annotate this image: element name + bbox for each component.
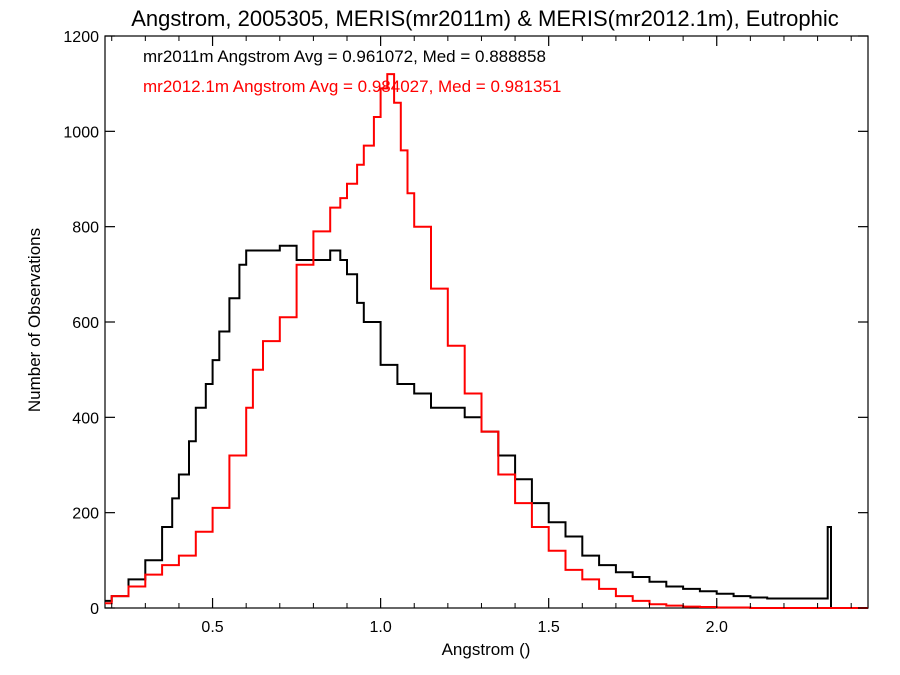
y-axis: 0 200 400 600 800 1000 1200 bbox=[63, 29, 868, 618]
plot-frame bbox=[104, 35, 869, 609]
series-line-0 bbox=[105, 244, 835, 609]
y-tick-label-0: 0 bbox=[90, 601, 99, 618]
legend-entry-mr2012-1m: mr2012.1m Angstrom Avg = 0.984027, Med =… bbox=[143, 77, 561, 96]
series-layer bbox=[105, 73, 868, 609]
y-tick-label-5: 1000 bbox=[63, 124, 99, 141]
x-tick-label-0: 0.5 bbox=[201, 619, 223, 636]
y-tick-label-1: 200 bbox=[72, 506, 99, 523]
x-axis: 0.5 1.0 1.5 2.0 bbox=[111, 36, 852, 636]
series-line-1 bbox=[105, 73, 868, 609]
y-tick-label-4: 800 bbox=[72, 220, 99, 237]
plot-area-border bbox=[104, 35, 869, 609]
y-axis-label: Number of Observations bbox=[25, 228, 44, 412]
x-tick-label-2: 1.5 bbox=[538, 619, 560, 636]
y-tick-label-6: 1200 bbox=[63, 29, 99, 46]
x-axis-label: Angstrom () bbox=[442, 640, 531, 659]
y-tick-label-3: 600 bbox=[72, 315, 99, 332]
x-tick-label-1: 1.0 bbox=[369, 619, 391, 636]
y-tick-label-2: 400 bbox=[72, 410, 99, 427]
chart-title: Angstrom, 2005305, MERIS(mr2011m) & MERI… bbox=[131, 6, 839, 31]
legend-entry-mr2011m: mr2011m Angstrom Avg = 0.961072, Med = 0… bbox=[143, 47, 546, 66]
x-tick-label-3: 2.0 bbox=[706, 619, 728, 636]
